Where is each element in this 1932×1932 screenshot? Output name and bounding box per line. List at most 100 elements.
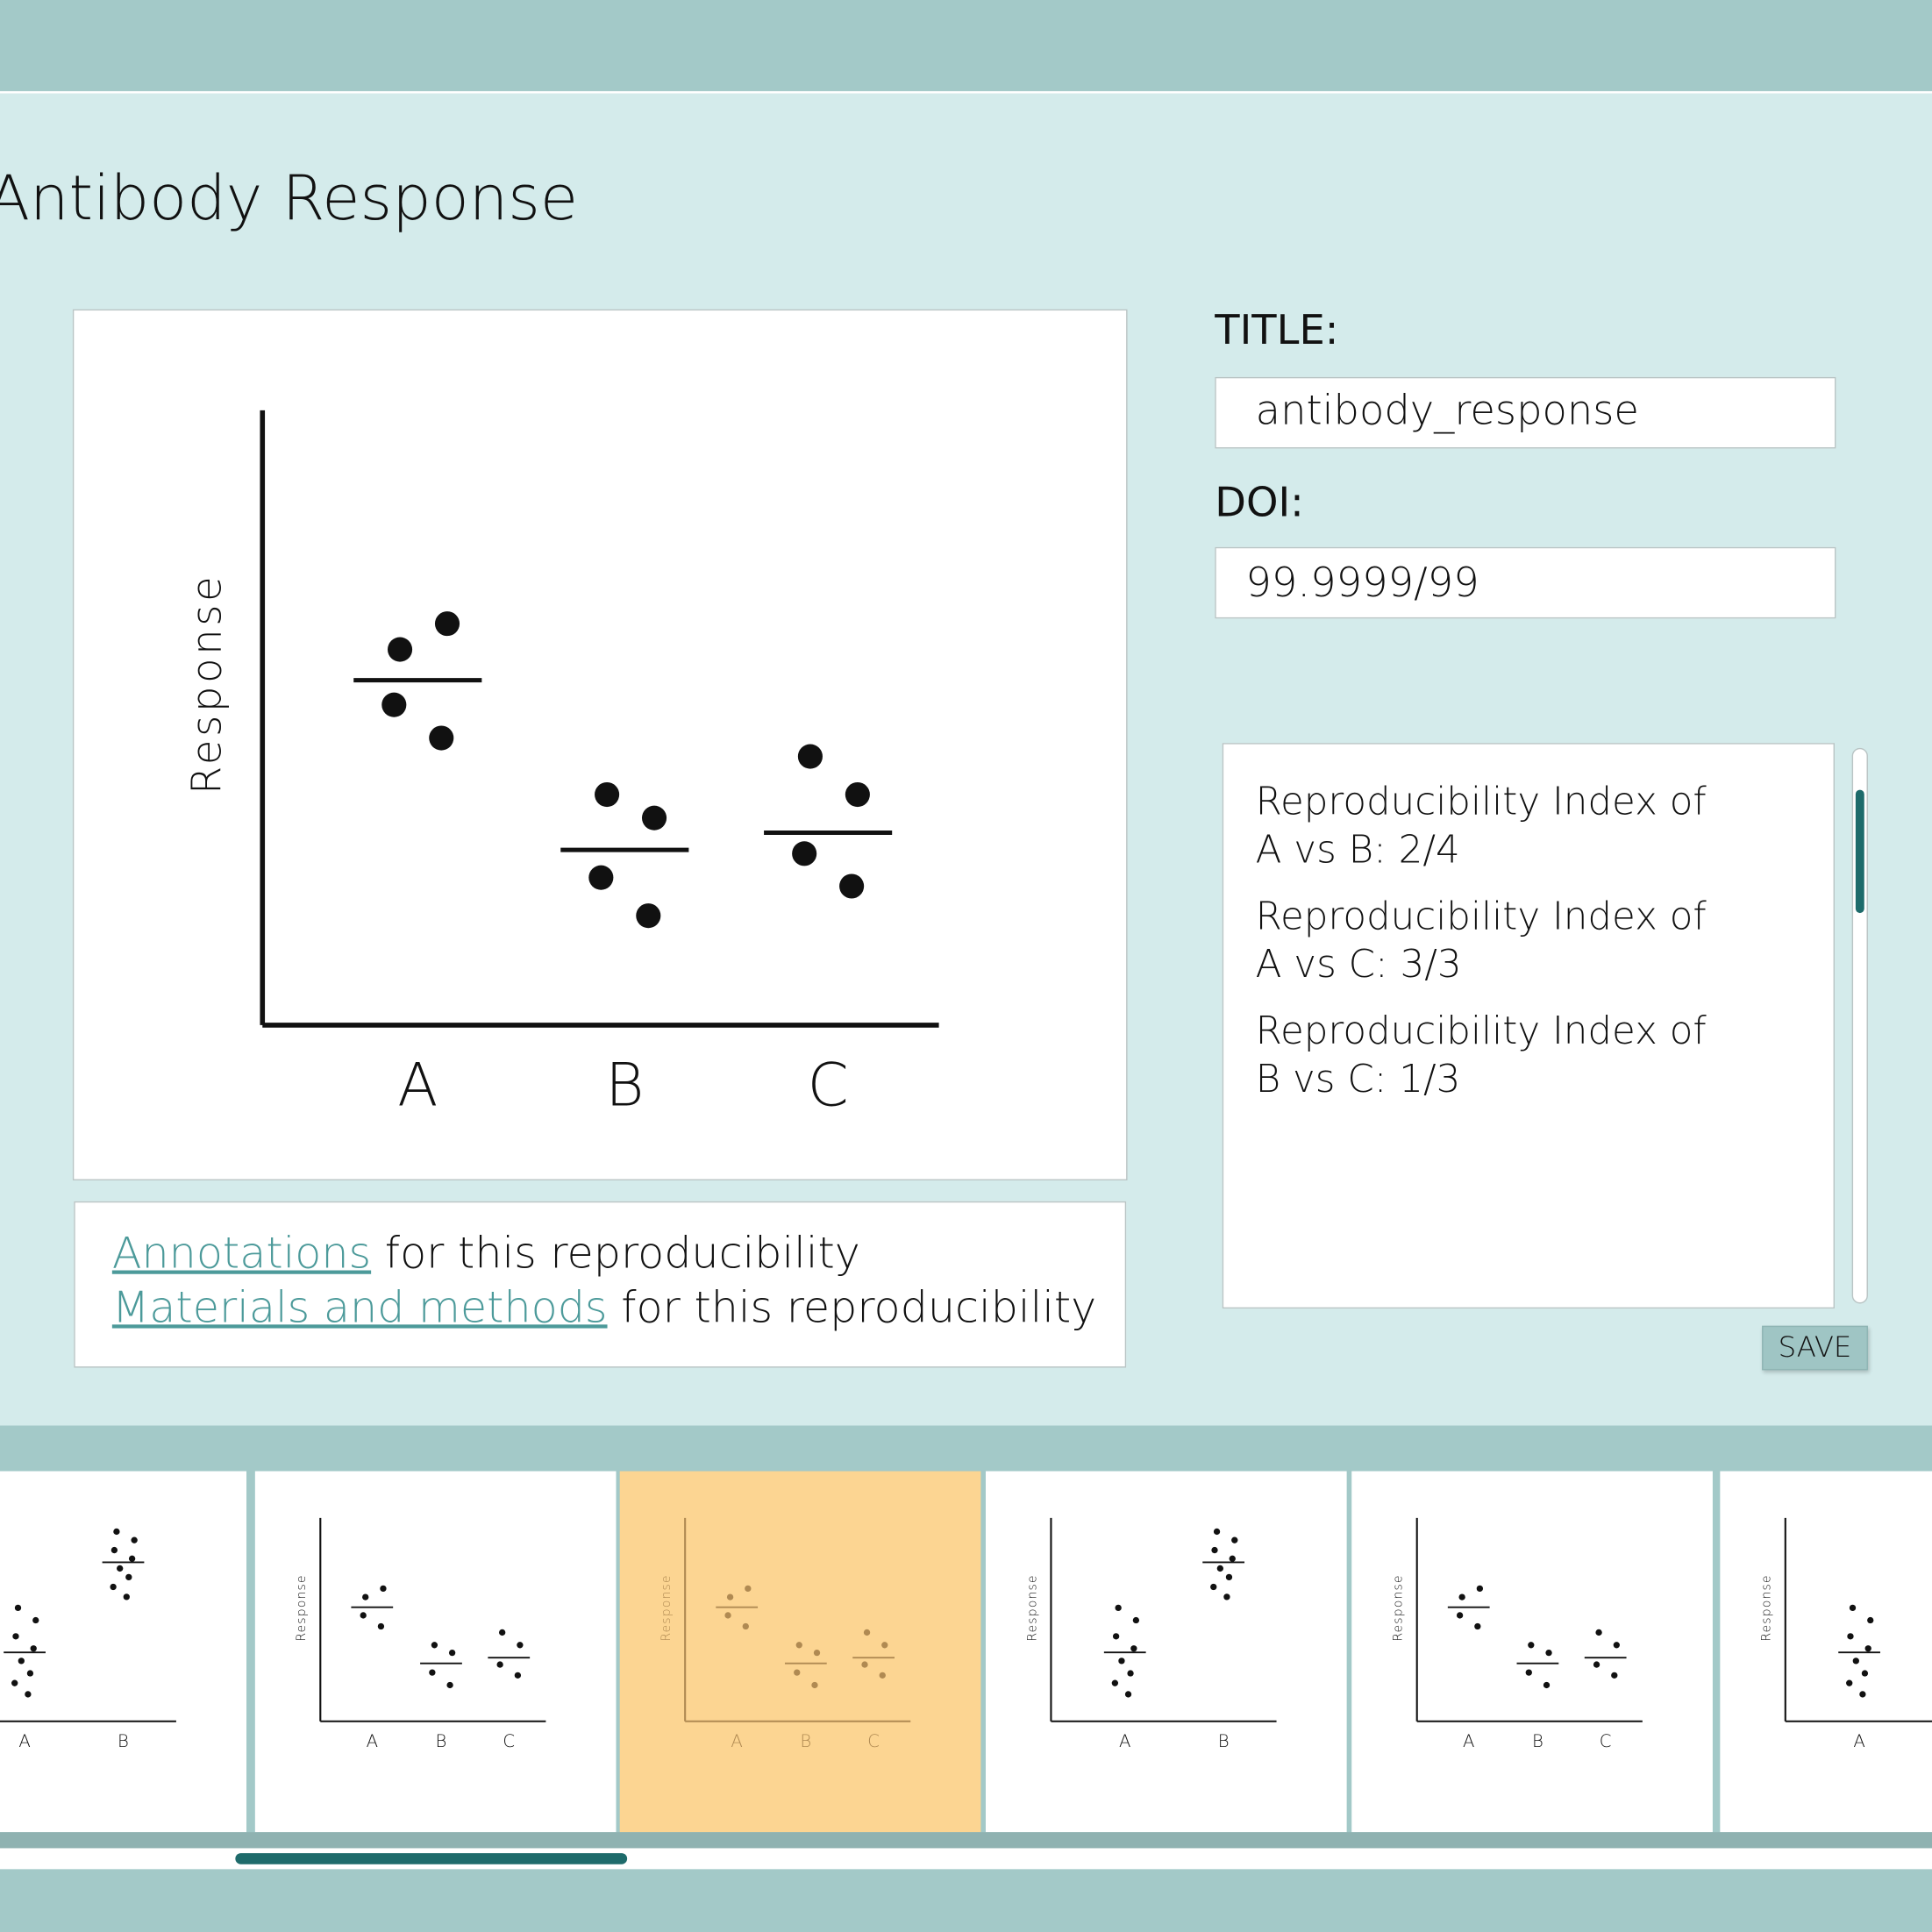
methods-link[interactable]: Materials and methods xyxy=(111,1283,608,1334)
data-point xyxy=(14,1604,22,1612)
data-point xyxy=(1849,1604,1857,1612)
page-title: Antibody Response xyxy=(0,162,579,234)
data-point xyxy=(1223,1593,1230,1600)
x-tick-label: C xyxy=(867,1731,880,1751)
result-line: A vs C: 3/3 xyxy=(1255,942,1462,987)
data-point xyxy=(791,840,816,866)
x-tick-label: B xyxy=(436,1731,447,1751)
data-point xyxy=(1611,1672,1618,1679)
data-point xyxy=(795,1642,802,1649)
result-line: Reproducibility Index of xyxy=(1255,895,1707,939)
save-button[interactable]: SAVE xyxy=(1762,1325,1868,1371)
doi-input[interactable]: 99.9999/99 xyxy=(1215,546,1836,619)
data-point xyxy=(1458,1593,1465,1600)
data-point xyxy=(517,1642,524,1649)
x-tick-label: A xyxy=(18,1731,30,1751)
x-tick-label: A xyxy=(1119,1731,1130,1751)
data-point xyxy=(25,1691,32,1698)
thumbnail-chart: Response A B C xyxy=(1392,1517,1643,1751)
x-tick-label: A xyxy=(1853,1731,1864,1751)
data-point xyxy=(811,1681,818,1689)
thumbnail[interactable]: Response A B C xyxy=(1351,1471,1713,1833)
data-point xyxy=(30,1645,37,1652)
thumbnail-chart: Response A B xyxy=(1025,1517,1277,1751)
data-point xyxy=(838,873,864,898)
x-tick-label: A xyxy=(731,1731,742,1751)
data-point xyxy=(1861,1670,1869,1677)
thumbnail[interactable]: Response A B xyxy=(985,1471,1347,1833)
thumbnail[interactable]: Response A xyxy=(1720,1471,1932,1833)
title-input[interactable]: antibody_response xyxy=(1215,376,1836,449)
data-point xyxy=(641,804,667,831)
x-tick-label: B xyxy=(118,1731,129,1751)
data-point xyxy=(110,1583,117,1591)
x-tick-label: B xyxy=(605,1050,644,1119)
data-point xyxy=(125,1573,132,1581)
data-point xyxy=(1124,1691,1132,1698)
data-point xyxy=(742,1622,749,1630)
y-axis-label: Response xyxy=(1760,1574,1774,1641)
data-point xyxy=(434,610,460,636)
data-point xyxy=(1474,1622,1481,1630)
x-tick-label: A xyxy=(397,1050,438,1119)
result-item: Reproducibility Index of A vs B: 2/4 xyxy=(1256,779,1834,875)
strip-scroll-thumb[interactable] xyxy=(235,1853,628,1864)
chart: Response A B C xyxy=(182,410,938,1119)
link-row: Materials and methods for this reproduci… xyxy=(112,1281,1125,1336)
data-point xyxy=(26,1670,34,1677)
data-point xyxy=(1231,1536,1238,1543)
data-point xyxy=(387,636,412,661)
y-axis-label: Response xyxy=(182,573,230,794)
data-point xyxy=(1132,1616,1140,1624)
y-axis-label: Response xyxy=(295,1574,309,1641)
data-point xyxy=(111,1546,118,1554)
data-point xyxy=(863,1629,871,1636)
x-tick-label: B xyxy=(1218,1731,1230,1751)
x-tick-label: B xyxy=(1532,1731,1543,1751)
data-point xyxy=(1111,1679,1119,1686)
data-point xyxy=(1852,1658,1859,1665)
data-point xyxy=(1211,1546,1218,1554)
data-point xyxy=(429,1669,436,1676)
data-point xyxy=(588,864,613,890)
link-text: for this reproducibility xyxy=(384,1230,860,1280)
data-point xyxy=(797,743,823,768)
strip-edge xyxy=(0,1832,1932,1849)
y-axis-label: Response xyxy=(659,1574,674,1641)
data-point xyxy=(845,781,870,807)
data-point xyxy=(18,1658,25,1665)
data-point xyxy=(1112,1633,1120,1640)
result-line: Reproducibility Index of xyxy=(1255,1009,1707,1054)
data-point xyxy=(794,1669,801,1676)
annotations-link[interactable]: Annotations xyxy=(111,1230,372,1280)
x-tick-label: C xyxy=(807,1050,848,1119)
divider xyxy=(0,90,1932,94)
data-point xyxy=(428,724,453,750)
thumbnail-chart: Response A xyxy=(1760,1517,1932,1751)
y-axis-label: Response xyxy=(1025,1574,1039,1641)
data-point xyxy=(362,1593,369,1600)
data-point xyxy=(1525,1669,1532,1676)
data-point xyxy=(514,1672,522,1679)
result-item: Reproducibility Index of A vs C: 3/3 xyxy=(1256,894,1834,990)
top-bar xyxy=(0,0,1932,91)
scrollbar-thumb[interactable] xyxy=(1855,789,1864,914)
data-point xyxy=(1476,1585,1484,1593)
data-point xyxy=(380,1585,387,1593)
data-point xyxy=(1847,1633,1854,1640)
data-point xyxy=(381,691,406,717)
data-point xyxy=(1846,1679,1853,1686)
data-point xyxy=(1528,1642,1535,1649)
results-panel: Reproducibility Index of A vs B: 2/4 Repro… xyxy=(1222,743,1836,1309)
data-point xyxy=(594,781,619,807)
data-point xyxy=(726,1593,734,1600)
x-tick-label: C xyxy=(503,1731,515,1751)
data-point xyxy=(881,1642,888,1649)
data-point xyxy=(131,1536,138,1543)
thumbnail[interactable]: Response A B C xyxy=(619,1471,981,1833)
data-point xyxy=(745,1585,752,1593)
data-point xyxy=(377,1622,385,1630)
data-point xyxy=(1210,1583,1217,1591)
thumbnail[interactable]: Response A B C xyxy=(254,1471,617,1833)
